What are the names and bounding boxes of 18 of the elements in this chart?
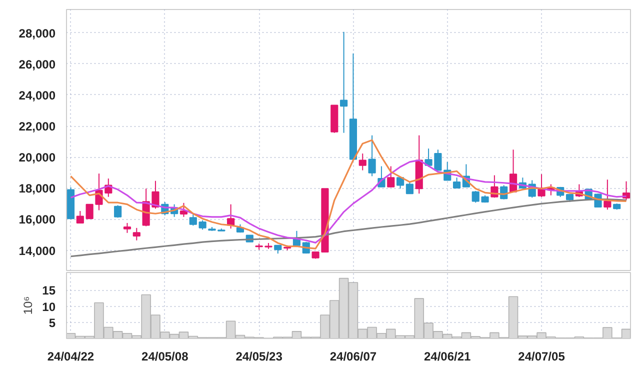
x-tick-label: 24/07/05 (518, 350, 566, 364)
y-tick-label: 24,000 (18, 88, 56, 102)
y-tick-label: 10 (42, 300, 56, 314)
x-tick-label: 24/05/23 (236, 350, 283, 364)
y-tick-label: 5 (48, 316, 56, 330)
x-tick-label: 24/04/22 (47, 350, 94, 364)
y-tick-label: 16,000 (18, 212, 56, 227)
x-tick-label: 24/06/21 (424, 350, 472, 364)
y-axis-title: 10⁶ (21, 296, 36, 315)
x-tick-label: 24/05/08 (142, 350, 189, 364)
y-tick-label: 14,000 (18, 244, 56, 258)
y-tick-label: 18,000 (18, 182, 56, 196)
y-tick-label: 22,000 (18, 120, 56, 134)
y-tick-label: 15 (42, 284, 56, 298)
y-tick-label: 28,000 (18, 26, 56, 40)
y-tick-label: 26,000 (18, 57, 56, 72)
x-tick-label: 24/06/07 (330, 350, 377, 364)
y-tick-label: 20,000 (18, 150, 56, 165)
